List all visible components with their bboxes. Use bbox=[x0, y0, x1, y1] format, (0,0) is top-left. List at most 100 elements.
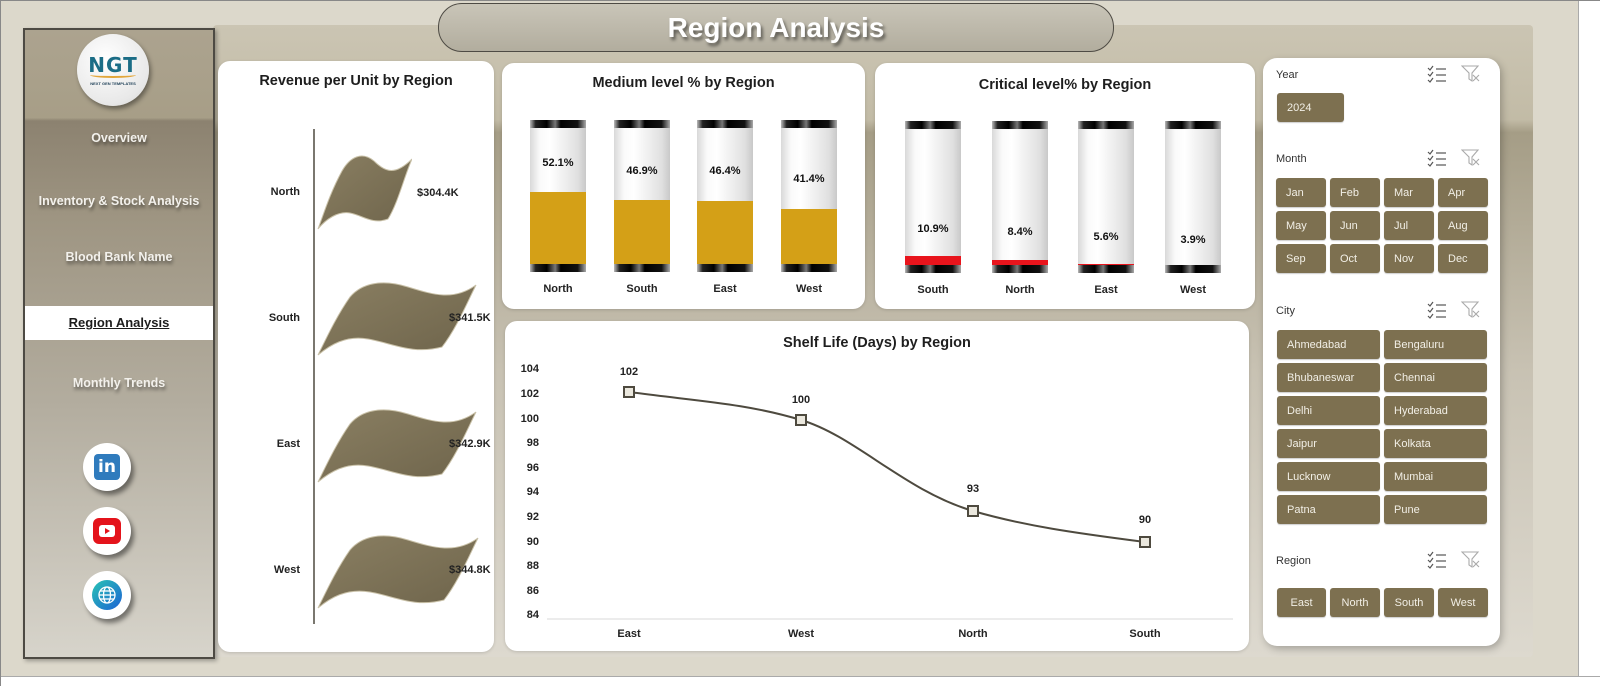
x-category: West bbox=[787, 628, 815, 640]
clear-filter-icon[interactable] bbox=[1461, 301, 1481, 319]
data-label: 90 bbox=[1138, 514, 1152, 526]
linkedin-button[interactable]: in bbox=[83, 443, 131, 491]
region-option[interactable]: South bbox=[1384, 588, 1434, 617]
y-tick: 86 bbox=[526, 585, 539, 597]
clear-filter-icon[interactable] bbox=[1461, 149, 1481, 167]
nav-region-analysis[interactable]: Region Analysis bbox=[25, 306, 213, 340]
y-tick: 88 bbox=[526, 560, 539, 572]
multi-select-icon[interactable] bbox=[1427, 65, 1447, 83]
category-label: South bbox=[626, 283, 658, 295]
website-button[interactable] bbox=[83, 571, 131, 619]
city-option[interactable]: Patna bbox=[1277, 495, 1380, 524]
sidebar: NGT NEXT GEN TEMPLATES Overview Inventor… bbox=[23, 28, 215, 659]
tube-bar-south bbox=[614, 120, 670, 272]
chart-title: Shelf Life (Days) by Region bbox=[783, 335, 971, 351]
value-label: 10.9% bbox=[917, 223, 949, 235]
nav-overview[interactable]: Overview bbox=[91, 131, 147, 145]
youtube-icon bbox=[93, 518, 121, 544]
linkedin-icon: in bbox=[94, 454, 120, 480]
year-option-2024[interactable]: 2024 bbox=[1277, 93, 1344, 122]
value-label: 46.9% bbox=[626, 165, 658, 177]
category-label: South bbox=[268, 312, 300, 324]
multi-select-icon[interactable] bbox=[1427, 551, 1447, 569]
category-label: West bbox=[1179, 284, 1207, 296]
category-label: North bbox=[1005, 284, 1035, 296]
month-option[interactable]: May bbox=[1276, 211, 1326, 240]
multi-select-icon[interactable] bbox=[1427, 301, 1447, 319]
value-label: 52.1% bbox=[542, 157, 574, 169]
region-option[interactable]: West bbox=[1438, 588, 1488, 617]
month-option[interactable]: Feb bbox=[1330, 178, 1380, 207]
logo-wave-icon bbox=[90, 72, 136, 78]
month-option[interactable]: Apr bbox=[1438, 178, 1488, 207]
month-option[interactable]: Mar bbox=[1384, 178, 1434, 207]
value-label: $342.9K bbox=[449, 438, 491, 450]
clear-filter-icon[interactable] bbox=[1461, 65, 1481, 83]
city-option[interactable]: Delhi bbox=[1277, 396, 1380, 425]
flag-bar-north bbox=[317, 155, 412, 230]
y-tick: 84 bbox=[526, 609, 539, 621]
filter-panel: Year 2024 Month Jan Feb Mar Apr May Jun … bbox=[1263, 58, 1500, 646]
data-label: 102 bbox=[619, 366, 639, 378]
category-label: North bbox=[543, 283, 573, 295]
city-option[interactable]: Bengaluru bbox=[1384, 330, 1487, 359]
city-option[interactable]: Chennai bbox=[1384, 363, 1487, 392]
x-category: North bbox=[958, 628, 988, 640]
value-label: 3.9% bbox=[1180, 234, 1206, 246]
medium-level-chart: Medium level % by Region 52.1% North 46.… bbox=[502, 63, 865, 309]
youtube-button[interactable] bbox=[83, 507, 131, 555]
tube-bar-south bbox=[905, 121, 961, 273]
month-option[interactable]: Jul bbox=[1384, 211, 1434, 240]
value-label: 41.4% bbox=[793, 173, 825, 185]
city-option[interactable]: Kolkata bbox=[1384, 429, 1487, 458]
page-title-banner: Region Analysis bbox=[438, 3, 1114, 52]
nav-blood-bank-name[interactable]: Blood Bank Name bbox=[65, 250, 173, 264]
value-label: 5.6% bbox=[1093, 231, 1119, 243]
nav-inventory-stock-analysis[interactable]: Inventory & Stock Analysis bbox=[38, 194, 200, 208]
month-option[interactable]: Aug bbox=[1438, 211, 1488, 240]
month-option[interactable]: Dec bbox=[1438, 244, 1488, 273]
flag-bar-south bbox=[317, 282, 477, 356]
data-label: 93 bbox=[966, 483, 980, 495]
data-label: 100 bbox=[791, 394, 811, 406]
tube-bar-north bbox=[992, 121, 1048, 273]
city-option[interactable]: Jaipur bbox=[1277, 429, 1380, 458]
y-tick: 98 bbox=[526, 437, 539, 449]
tube-bar-west bbox=[1165, 121, 1221, 273]
region-option[interactable]: North bbox=[1330, 588, 1380, 617]
window-edge-bottom bbox=[1, 676, 1600, 686]
city-option[interactable]: Mumbai bbox=[1384, 462, 1487, 491]
city-option[interactable]: Bhubaneswar bbox=[1277, 363, 1380, 392]
logo-subtitle: NEXT GEN TEMPLATES bbox=[90, 80, 136, 86]
tube-bar-east bbox=[697, 120, 753, 272]
globe-icon bbox=[92, 580, 122, 610]
city-option[interactable]: Ahmedabad bbox=[1277, 330, 1380, 359]
ngt-logo: NGT NEXT GEN TEMPLATES bbox=[77, 34, 149, 106]
y-tick: 96 bbox=[526, 462, 539, 474]
x-category: South bbox=[1129, 628, 1161, 640]
month-option[interactable]: Jan bbox=[1276, 178, 1326, 207]
y-tick: 100 bbox=[520, 413, 539, 425]
x-category: East bbox=[617, 628, 641, 640]
category-label: North bbox=[270, 186, 300, 198]
tube-bar-north bbox=[530, 120, 586, 272]
category-label: West bbox=[273, 564, 300, 576]
month-option[interactable]: Oct bbox=[1330, 244, 1380, 273]
month-option[interactable]: Sep bbox=[1276, 244, 1326, 273]
nav-monthly-trends[interactable]: Monthly Trends bbox=[72, 376, 166, 390]
tube-bar-east bbox=[1078, 121, 1134, 273]
multi-select-icon[interactable] bbox=[1427, 149, 1447, 167]
month-option[interactable]: Nov bbox=[1384, 244, 1434, 273]
month-option[interactable]: Jun bbox=[1330, 211, 1380, 240]
category-label: East bbox=[1094, 284, 1118, 296]
value-label: $304.4K bbox=[417, 187, 459, 199]
city-option[interactable]: Lucknow bbox=[1277, 462, 1380, 491]
flag-bar-east bbox=[317, 409, 477, 483]
category-label: East bbox=[713, 283, 737, 295]
clear-filter-icon[interactable] bbox=[1461, 551, 1481, 569]
city-option[interactable]: Hyderabad bbox=[1384, 396, 1487, 425]
chart-title: Revenue per Unit by Region bbox=[259, 73, 453, 89]
page-title: Region Analysis bbox=[667, 11, 885, 43]
region-option[interactable]: East bbox=[1277, 588, 1326, 617]
city-option[interactable]: Pune bbox=[1384, 495, 1487, 524]
